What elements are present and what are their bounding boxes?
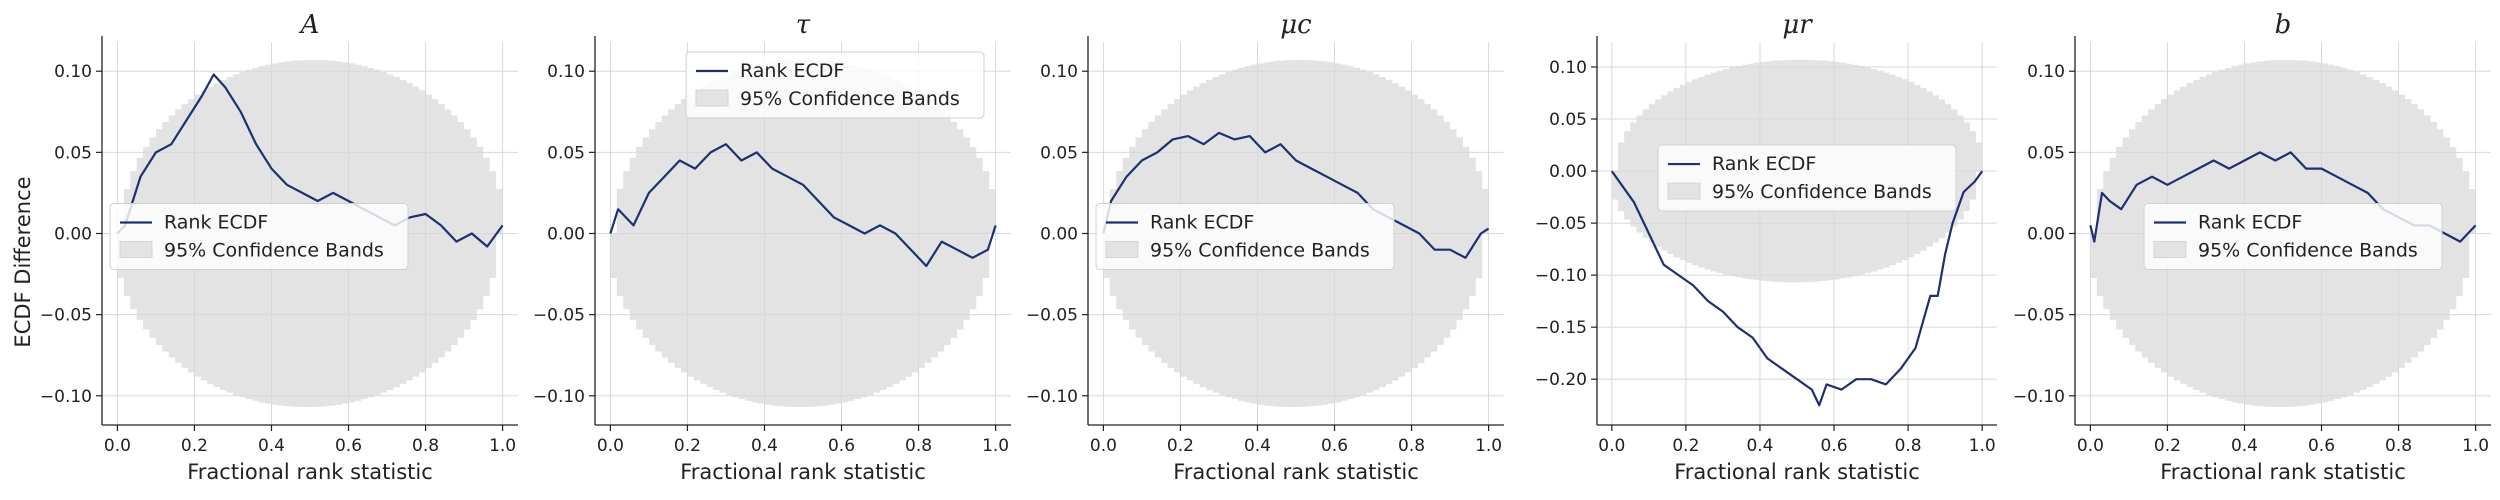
x-tick-label: 0.8 <box>1398 436 1425 456</box>
legend-box <box>2143 203 2443 270</box>
y-tick-label: 0.05 <box>54 143 92 163</box>
y-tick-label: −0.10 <box>1026 387 1078 407</box>
y-tick-label: 0.00 <box>1040 225 1078 245</box>
legend-band-swatch <box>2153 241 2187 258</box>
legend-band-swatch <box>1105 241 1139 258</box>
legend-label-rank-ecdf: Rank ECDF <box>1712 153 1816 175</box>
panel-5: 0.0 0.2 0.4 0.6 0.8 1.0 −0.10 −0.05 0.00 0.05 0.10… <box>2013 10 2491 484</box>
panel-title: τ <box>796 10 811 40</box>
x-tick-label: 0.6 <box>828 436 855 456</box>
shared-ylabel: ECDF Difference <box>11 176 35 347</box>
rank-ecdf-line <box>116 73 504 248</box>
x-tick-label: 1.0 <box>982 436 1009 456</box>
y-tick-label: −0.15 <box>1535 318 1587 338</box>
x-axis-label: Fractional rank statistic <box>1674 460 1920 484</box>
x-axis-label: Fractional rank statistic <box>2160 460 2406 484</box>
x-axis-label: Fractional rank statistic <box>680 460 926 484</box>
rank-ecdf-line <box>1610 170 1984 407</box>
x-tick-label: 0.0 <box>1090 436 1117 456</box>
y-tick-label: −0.05 <box>1535 214 1587 234</box>
rank-ecdf-line <box>1102 131 1490 259</box>
legend-label-confidence-bands: 95% Confidence Bands <box>164 240 384 262</box>
x-tick-label: 0.2 <box>674 436 701 456</box>
x-tick-label: 0.6 <box>1821 436 1848 456</box>
legend-label-confidence-bands: 95% Confidence Bands <box>1150 240 1370 262</box>
y-tick-label: 0.10 <box>54 62 92 82</box>
x-tick-label: 0.8 <box>412 436 439 456</box>
y-tick-label: 0.05 <box>1040 143 1078 163</box>
y-tick-label: −0.10 <box>40 387 92 407</box>
legend-label-rank-ecdf: Rank ECDF <box>164 212 268 234</box>
x-tick-label: 0.4 <box>2231 436 2258 456</box>
x-tick-label: 0.8 <box>905 436 932 456</box>
legend-label-confidence-bands: 95% Confidence Bands <box>2198 240 2418 262</box>
y-tick-label: 0.10 <box>547 62 585 82</box>
y-tick-label: −0.05 <box>1026 306 1078 326</box>
x-tick-label: 0.2 <box>181 436 208 456</box>
y-tick-label: 0.10 <box>1549 58 1587 78</box>
x-tick-label: 1.0 <box>1475 436 1502 456</box>
legend-box <box>1095 203 1395 270</box>
x-tick-label: 1.0 <box>489 436 516 456</box>
x-tick-label: 0.4 <box>1746 436 1773 456</box>
legend-label-rank-ecdf: Rank ECDF <box>740 60 844 82</box>
x-tick-label: 1.0 <box>2462 436 2489 456</box>
y-tick-label: 0.10 <box>2027 62 2065 82</box>
x-tick-label: 0.2 <box>2154 436 2181 456</box>
panel-title: μc <box>1280 10 1312 40</box>
y-tick-label: 0.00 <box>1549 162 1587 182</box>
y-tick-label: −0.10 <box>533 387 585 407</box>
y-tick-label: −0.20 <box>1535 370 1587 390</box>
panel-4: 0.0 0.2 0.4 0.6 0.8 1.0 −0.20 −0.15 −0.10 −0.05 0.… <box>1535 10 1997 484</box>
x-tick-label: 0.2 <box>1167 436 1194 456</box>
x-tick-label: 0.0 <box>597 436 624 456</box>
y-tick-label: −0.10 <box>1535 266 1587 286</box>
legend-label-rank-ecdf: Rank ECDF <box>1150 212 1254 234</box>
legend-box <box>685 51 985 119</box>
panel-2: 0.0 0.2 0.4 0.6 0.8 1.0 −0.10 −0.05 0.00 0.05 0.10… <box>533 10 1011 484</box>
panel-title: μr <box>1782 10 1813 40</box>
x-tick-label: 0.0 <box>2077 436 2104 456</box>
rank-ecdf-line <box>609 143 997 268</box>
y-tick-label: 0.00 <box>547 225 585 245</box>
legend-band-swatch <box>119 241 153 258</box>
y-tick-label: −0.05 <box>533 306 585 326</box>
y-tick-label: 0.05 <box>1549 110 1587 130</box>
panel-title: b <box>2275 10 2292 40</box>
y-tick-label: −0.05 <box>2013 306 2065 326</box>
y-tick-label: −0.10 <box>2013 387 2065 407</box>
legend-box <box>1657 144 1957 212</box>
y-tick-label: 0.10 <box>1040 62 1078 82</box>
x-axis-label: Fractional rank statistic <box>187 460 433 484</box>
y-tick-label: −0.05 <box>40 306 92 326</box>
legend-label-confidence-bands: 95% Confidence Bands <box>1712 181 1932 203</box>
x-tick-label: 0.8 <box>2385 436 2412 456</box>
y-tick-label: 0.00 <box>2027 225 2065 245</box>
x-tick-label: 0.4 <box>1244 436 1271 456</box>
panel-3: 0.0 0.2 0.4 0.6 0.8 1.0 −0.10 −0.05 0.00 0.05 0.10… <box>1026 10 1504 484</box>
x-tick-label: 0.6 <box>2308 436 2335 456</box>
x-axis-label: Fractional rank statistic <box>1173 460 1419 484</box>
x-tick-label: 0.8 <box>1895 436 1922 456</box>
x-tick-label: 0.0 <box>104 436 131 456</box>
legend-box <box>109 203 409 270</box>
y-tick-label: 0.05 <box>2027 143 2065 163</box>
legend-band-swatch <box>1667 182 1701 200</box>
x-tick-label: 0.6 <box>335 436 362 456</box>
x-tick-label: 0.0 <box>1598 436 1625 456</box>
legend-band-swatch <box>695 89 729 107</box>
panel-title: A <box>299 10 320 40</box>
x-tick-label: 0.4 <box>751 436 778 456</box>
x-tick-label: 1.0 <box>1969 436 1996 456</box>
x-tick-label: 0.4 <box>258 436 285 456</box>
legend-label-rank-ecdf: Rank ECDF <box>2198 212 2302 234</box>
x-tick-label: 0.2 <box>1672 436 1699 456</box>
y-tick-label: 0.00 <box>54 225 92 245</box>
legend-label-confidence-bands: 95% Confidence Bands <box>740 88 960 110</box>
panel-1: 0.0 0.2 0.4 0.6 0.8 1.0 −0.10 −0.05 0.00 0.05 0.10… <box>40 10 518 484</box>
x-tick-label: 0.6 <box>1321 436 1348 456</box>
y-tick-label: 0.05 <box>547 143 585 163</box>
